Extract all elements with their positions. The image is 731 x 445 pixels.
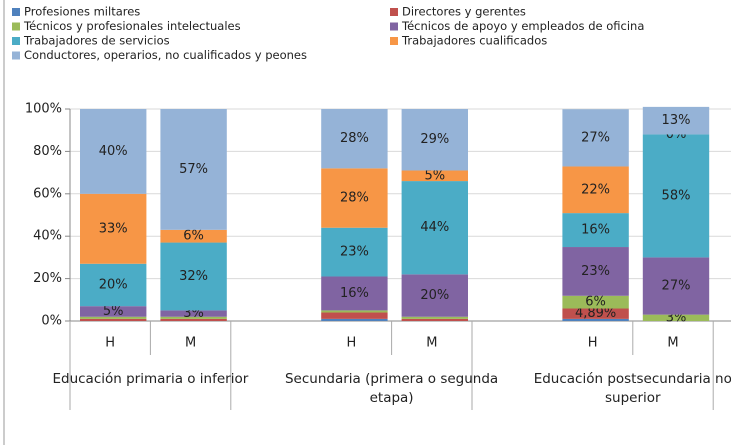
x-tick-label: H: [347, 336, 357, 351]
data-label: 32%: [179, 269, 208, 284]
bar-segment: [80, 318, 147, 321]
bar-segment: [160, 310, 227, 317]
bar-segment: [160, 242, 227, 311]
bar-segment: [642, 314, 710, 321]
data-label: 28%: [340, 191, 369, 206]
legend-swatch: [12, 22, 20, 31]
data-label: 23%: [340, 245, 369, 260]
y-tick-label: 0%: [41, 314, 62, 329]
legend-swatch: [12, 37, 20, 45]
legend-swatch: [390, 8, 398, 16]
bar-segment: [562, 318, 629, 321]
bar-segment: [401, 181, 468, 275]
x-tick-label: M: [185, 336, 196, 351]
bar-segment: [642, 106, 710, 135]
legend-label: Profesiones miltares: [24, 5, 140, 19]
data-label: 5%: [424, 168, 445, 183]
legend-label: Trabajadores cualificados: [401, 34, 547, 48]
bar-segment: [80, 193, 147, 264]
bar-segment: [562, 166, 629, 214]
data-label: 4,89%: [575, 306, 616, 321]
bar-segment: [321, 168, 388, 228]
data-label: 44%: [420, 220, 449, 235]
bar-segment: [80, 263, 147, 307]
data-label: 6%: [585, 295, 606, 310]
data-label: 22%: [581, 182, 610, 197]
data-label: 40%: [99, 144, 128, 159]
group-label: Educación primaria o inferior: [52, 371, 249, 387]
data-label: 58%: [662, 188, 691, 203]
bar-segment: [562, 247, 629, 296]
data-label: 16%: [581, 223, 610, 238]
data-label: 27%: [662, 279, 691, 294]
bar-segment: [401, 274, 468, 317]
data-label: 6%: [183, 229, 204, 244]
bar-segment: [160, 318, 227, 321]
bar-segment: [321, 318, 388, 321]
x-tick-label: M: [667, 336, 678, 351]
bar-segment: [321, 109, 388, 169]
legend-swatch: [390, 37, 398, 45]
bar-segment: [321, 227, 388, 277]
x-tick-label: H: [588, 336, 598, 351]
data-label: 23%: [581, 264, 610, 279]
bar-segment: [642, 257, 710, 315]
bar-segment: [401, 170, 468, 182]
bar-segment: [321, 276, 388, 311]
y-tick-label: 40%: [33, 229, 62, 244]
data-label: 33%: [99, 221, 128, 236]
bar-segment: [562, 213, 629, 248]
bar-segment: [562, 295, 629, 309]
bar-segment: [562, 109, 629, 167]
bar-segment: [160, 109, 227, 230]
legend-label: Técnicos y profesionales intelectuales: [23, 19, 241, 33]
legend-swatch: [390, 22, 398, 31]
x-tick-label: M: [426, 336, 437, 351]
legend-swatch: [12, 51, 20, 60]
group-label: Secundaria (primera o segunda etapa): [284, 371, 499, 406]
bar-segment: [80, 306, 147, 317]
bar-segment: [562, 308, 629, 319]
y-tick-label: 80%: [33, 144, 62, 159]
data-label: 16%: [340, 286, 369, 301]
data-label: 20%: [99, 277, 128, 292]
data-label: 29%: [420, 132, 449, 147]
data-label: 20%: [420, 288, 449, 303]
y-tick-label: 20%: [33, 271, 62, 286]
bar-segment: [160, 229, 227, 243]
bar-segment: [80, 316, 147, 319]
bar-segment: [80, 109, 147, 194]
legend-label: Conductores, operarios, no cualificados …: [24, 48, 307, 62]
y-tick-label: 100%: [25, 102, 62, 117]
data-label: 27%: [581, 130, 610, 145]
bar-segment: [401, 316, 468, 319]
bar-segment: [321, 312, 388, 319]
legend-label: Directores y gerentes: [402, 5, 526, 19]
bar-segment: [401, 318, 468, 321]
data-label: 28%: [340, 131, 369, 146]
bar-segment: [401, 109, 468, 171]
bar-segment: [160, 316, 227, 319]
legend: Profesiones miltares Directores y gerente…: [12, 5, 644, 62]
x-tick-label: H: [105, 336, 115, 351]
group-label: Educación postsecundaria no superior: [533, 371, 731, 406]
legend-label: Técnicos de apoyo y empleados de oficina: [401, 19, 644, 33]
bar-segment: [321, 310, 388, 313]
bar-segment: [642, 134, 710, 258]
legend-label: Trabajadores de servicios: [23, 34, 170, 48]
data-label: 5%: [103, 304, 124, 319]
data-label: 13%: [662, 113, 691, 128]
data-label: 57%: [179, 162, 208, 177]
y-tick-label: 60%: [33, 186, 62, 201]
legend-swatch: [12, 8, 20, 16]
